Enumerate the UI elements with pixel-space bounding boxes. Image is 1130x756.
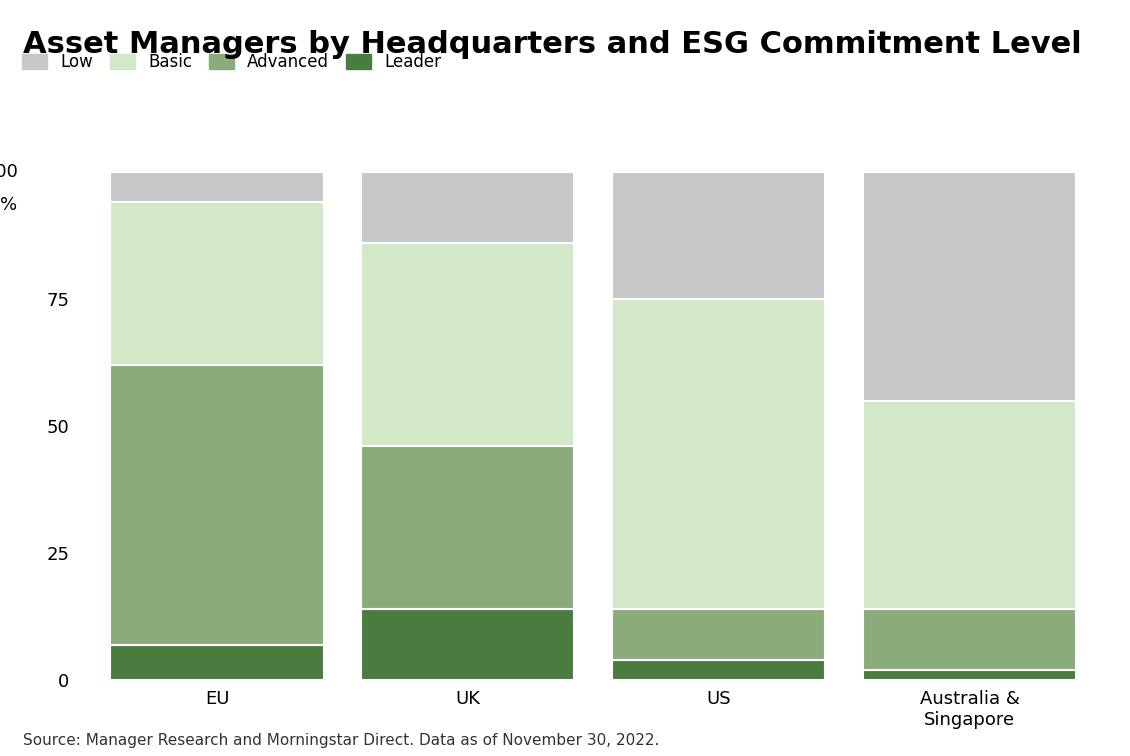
Bar — [612, 172, 825, 299]
Bar — [362, 172, 574, 243]
Bar — [612, 660, 825, 680]
Text: Source: Manager Research and Morningstar Direct. Data as of November 30, 2022.: Source: Manager Research and Morningstar… — [23, 733, 659, 748]
Bar — [612, 299, 825, 609]
Bar — [111, 202, 323, 365]
Bar — [111, 645, 323, 680]
Bar — [362, 243, 574, 446]
Legend: Low, Basic, Advanced, Leader: Low, Basic, Advanced, Leader — [16, 46, 447, 78]
Bar — [362, 446, 574, 609]
Bar — [111, 172, 323, 202]
Text: 100: 100 — [0, 163, 17, 181]
Text: Asset Managers by Headquarters and ESG Commitment Level: Asset Managers by Headquarters and ESG C… — [23, 30, 1081, 59]
Text: %: % — [0, 196, 17, 214]
Bar — [111, 365, 323, 645]
Bar — [863, 609, 1076, 671]
Bar — [863, 671, 1076, 680]
Bar — [362, 609, 574, 680]
Bar — [863, 401, 1076, 609]
Bar — [863, 172, 1076, 401]
Bar — [612, 609, 825, 660]
